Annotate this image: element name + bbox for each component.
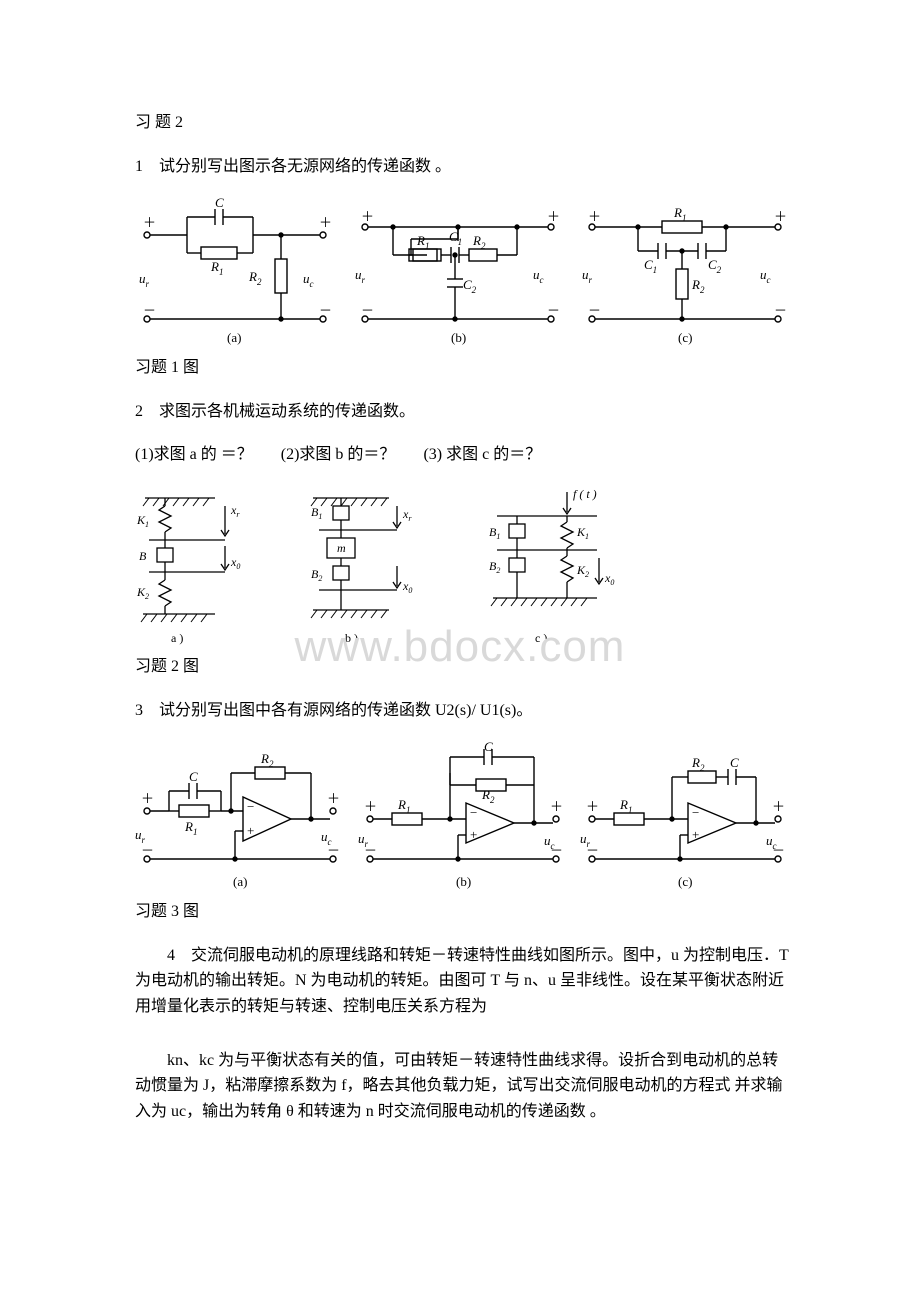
svg-text:f ( t ): f ( t ) <box>573 487 597 501</box>
figure-2a: K1 B K2 xr x0 a ) <box>135 486 255 646</box>
svg-text:R1: R1 <box>619 797 632 815</box>
svg-text:－: － <box>361 303 374 318</box>
svg-text:R1: R1 <box>210 259 223 277</box>
svg-text:＋: ＋ <box>586 799 599 814</box>
svg-text:(b): (b) <box>451 330 466 345</box>
figure-2-caption: 习题 2 图 <box>135 654 790 680</box>
svg-text:B1: B1 <box>311 505 322 521</box>
svg-text:R2: R2 <box>691 755 705 773</box>
svg-text:C2: C2 <box>708 257 722 275</box>
svg-text:－: － <box>319 303 332 318</box>
svg-text:(c): (c) <box>678 874 692 889</box>
figure-1-caption: 习题 1 图 <box>135 355 790 381</box>
question-4-p1: 4 交流伺服电动机的原理线路和转矩－转速特性曲线如图所示。图中，u 为控制电压．… <box>135 943 790 1020</box>
question-2-sub: (1)求图 a 的 ＝？ (2)求图 b 的＝？ (3) 求图 c 的＝？ <box>135 442 790 468</box>
svg-text:uc: uc <box>303 271 314 289</box>
question-1: 1 试分别写出图示各无源网络的传递函数 。 <box>135 154 790 180</box>
figure-1: ＋ ＋ － － ur uc C R1 R2 (a) <box>135 197 790 347</box>
svg-text:＋: ＋ <box>319 215 332 230</box>
svg-text:＋: ＋ <box>143 215 156 230</box>
svg-text:x0: x0 <box>604 571 614 587</box>
svg-text:K1: K1 <box>136 513 149 529</box>
svg-text:B1: B1 <box>489 525 500 541</box>
svg-text:－: － <box>547 303 560 318</box>
figure-3-caption: 习题 3 图 <box>135 899 790 925</box>
figure-3b: − + ＋ ＋ － － ur uc R1 C R2 (b) <box>358 741 568 891</box>
svg-text:K1: K1 <box>576 525 589 541</box>
svg-text:B: B <box>139 549 147 563</box>
svg-text:B2: B2 <box>489 559 500 575</box>
svg-text:+: + <box>692 827 699 842</box>
svg-text:x0: x0 <box>230 555 240 571</box>
q2-a: (1)求图 a 的 ＝？ <box>135 442 253 468</box>
q2-c: (3) 求图 c 的＝？ <box>423 442 541 468</box>
svg-text:R2: R2 <box>260 751 274 769</box>
svg-text:K2: K2 <box>136 585 149 601</box>
svg-text:C: C <box>215 197 224 210</box>
figure-3a: − + ＋ ＋ － － ur uc C R1 R2 (a) <box>135 741 345 891</box>
question-2: 2 求图示各机械运动系统的传递函数。 <box>135 399 790 425</box>
svg-text:＋: ＋ <box>364 799 377 814</box>
page: www.bdocx.com 习 题 2 1 试分别写出图示各无源网络的传递函数 … <box>0 0 920 1198</box>
svg-text:C: C <box>189 769 198 784</box>
svg-text:m: m <box>337 541 346 555</box>
svg-text:a ): a ) <box>171 631 183 645</box>
svg-text:＋: ＋ <box>772 799 785 814</box>
svg-text:−: − <box>692 805 699 820</box>
svg-text:uc: uc <box>760 267 771 285</box>
svg-text:－: － <box>774 303 787 318</box>
svg-text:－: － <box>143 303 156 318</box>
svg-text:C1: C1 <box>449 229 462 247</box>
svg-text:ur: ur <box>139 271 150 289</box>
svg-text:x0: x0 <box>402 579 412 595</box>
svg-text:(a): (a) <box>233 874 247 889</box>
svg-text:＋: ＋ <box>547 209 560 224</box>
svg-text:＋: ＋ <box>774 209 787 224</box>
svg-text:ur: ur <box>582 267 593 285</box>
svg-text:R1: R1 <box>397 797 410 815</box>
svg-text:＋: ＋ <box>588 209 601 224</box>
svg-text:−: − <box>470 805 477 820</box>
svg-text:R2: R2 <box>248 269 262 287</box>
svg-text:−: − <box>247 799 254 814</box>
svg-text:K2: K2 <box>576 563 589 579</box>
heading: 习 题 2 <box>135 110 790 136</box>
svg-text:+: + <box>470 827 477 842</box>
svg-text:－: － <box>588 303 601 318</box>
q2-b: (2)求图 b 的＝？ <box>281 442 396 468</box>
figure-2c: f ( t ) B1 K1 B2 K2 x0 c ) <box>477 486 627 646</box>
figure-1c: ＋ ＋ － － ur uc R1 C1 C2 R2 (c) <box>580 197 790 347</box>
question-4-p2: kn、kc 为与平衡状态有关的值，可由转矩－转速特性曲线求得。设折合到电动机的总… <box>135 1048 790 1125</box>
svg-text:C2: C2 <box>463 277 477 295</box>
svg-text:(a): (a) <box>227 330 241 345</box>
figure-1b: ＋ ＋ － － ur uc R1 C1 R2 C2 (b) <box>353 197 563 347</box>
svg-text:uc: uc <box>533 267 544 285</box>
svg-text:xr: xr <box>230 503 240 519</box>
svg-text:b ): b ) <box>345 631 358 645</box>
svg-text:(c): (c) <box>678 330 692 345</box>
svg-text:C: C <box>730 755 739 770</box>
figure-2b: B1 m B2 xr x0 b ) <box>301 486 431 646</box>
svg-text:R1: R1 <box>184 819 197 837</box>
svg-text:c ): c ) <box>535 631 547 645</box>
svg-text:(b): (b) <box>456 874 471 889</box>
svg-text:C1: C1 <box>644 257 657 275</box>
svg-text:＋: ＋ <box>550 799 563 814</box>
svg-text:B2: B2 <box>311 567 322 583</box>
svg-text:＋: ＋ <box>361 209 374 224</box>
svg-text:C: C <box>484 741 493 754</box>
figure-1a: ＋ ＋ － － ur uc C R1 R2 (a) <box>135 197 335 347</box>
svg-text:R2: R2 <box>481 787 495 805</box>
svg-text:＋: ＋ <box>141 791 154 806</box>
svg-text:ur: ur <box>355 267 366 285</box>
svg-text:－: － <box>141 843 154 858</box>
question-3: 3 试分别写出图中各有源网络的传递函数 U2(s)/ U1(s)。 <box>135 698 790 724</box>
svg-text:xr: xr <box>402 507 412 523</box>
figure-3: − + ＋ ＋ － － ur uc C R1 R2 (a) <box>135 741 790 891</box>
figure-3c: − + ＋ ＋ － － ur uc R1 R2 C (c) <box>580 741 790 891</box>
svg-text:+: + <box>247 823 254 838</box>
svg-text:＋: ＋ <box>327 791 340 806</box>
svg-text:R2: R2 <box>691 277 705 295</box>
figure-2: K1 B K2 xr x0 a ) <box>135 486 790 646</box>
